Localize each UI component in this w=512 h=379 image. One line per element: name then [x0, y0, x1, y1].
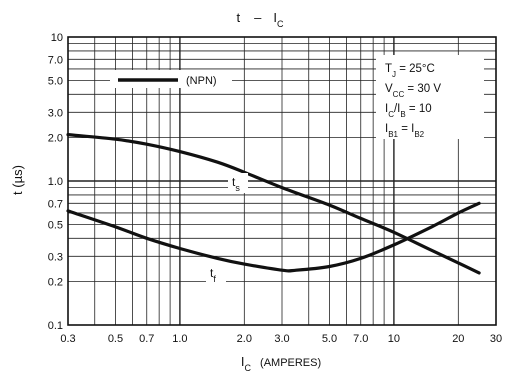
- y-tick-label: 0.5: [48, 219, 63, 231]
- chart-title: t – IC: [237, 10, 284, 29]
- x-tick-label: 1.0: [172, 333, 187, 345]
- y-tick-label: 3.0: [48, 107, 63, 119]
- y-tick-label: 0.7: [48, 198, 63, 210]
- y-tick-label: 0.3: [48, 251, 63, 263]
- y-tick-label: 0.2: [48, 277, 63, 289]
- plot-frame: [67, 36, 497, 326]
- x-tick-label: 10: [388, 333, 400, 345]
- y-tick-label: 1.0: [48, 176, 63, 188]
- x-tick-label: 0.5: [108, 333, 123, 345]
- curves: [66, 133, 481, 275]
- x-tick-label: 3.0: [274, 333, 289, 345]
- condition-ib: IB1 = IB2: [385, 123, 425, 139]
- tf-label-bg: [206, 264, 226, 284]
- series-tf-line: [66, 201, 481, 273]
- x-tick-label: 2.0: [237, 333, 252, 345]
- ts-label-bg: [228, 173, 248, 193]
- tf-curve-label: tf: [210, 266, 216, 284]
- x-tick-label: 0.3: [60, 333, 75, 345]
- y-tick-labels: 0.1 0.2 0.3 0.5 0.7 1.0 2.0 3.0 5.0 7.0 10: [48, 32, 63, 332]
- y-tick-label: 0.1: [48, 320, 63, 332]
- y-tick-label: 7.0: [48, 54, 63, 66]
- y-tick-label: 10: [51, 32, 63, 44]
- legend-label: (NPN): [186, 75, 217, 87]
- condition-vcc: VCC = 30 V: [385, 83, 441, 99]
- x-axis-label: IC (AMPERES): [241, 354, 321, 373]
- x-tick-labels: 0.3 0.5 0.7 1.0 2.0 3.0 5.0 7.0 10 20 30: [60, 333, 502, 345]
- condition-tj: TJ = 25°C: [385, 63, 435, 79]
- x-tick-label: 30: [490, 333, 502, 345]
- y-axis-label: t (µs): [10, 165, 25, 195]
- conditions-bg: [376, 55, 484, 139]
- x-tick-label: 7.0: [353, 333, 368, 345]
- y-tick-label: 2.0: [48, 133, 63, 145]
- x-tick-label: 0.7: [139, 333, 154, 345]
- x-tick-label: 20: [452, 333, 464, 345]
- x-tick-label: 5.0: [322, 333, 337, 345]
- y-tick-label: 5.0: [48, 75, 63, 87]
- series-ts-line: [66, 133, 481, 275]
- condition-ratio: IC/IB = 10: [385, 103, 432, 119]
- ts-curve-label: ts: [232, 175, 240, 193]
